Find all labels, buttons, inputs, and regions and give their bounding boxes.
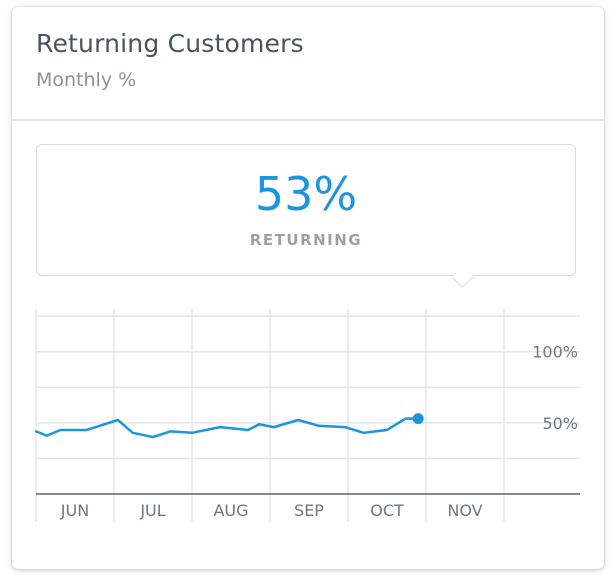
series-line xyxy=(34,417,420,439)
x-tick-label: OCT xyxy=(370,501,404,520)
card-title: Returning Customers xyxy=(36,29,304,58)
chart-grid xyxy=(35,309,580,522)
y-tick-label: 100% xyxy=(532,343,578,362)
highlight-point xyxy=(412,413,424,425)
x-tick-label: JUL xyxy=(139,501,165,520)
header-divider xyxy=(12,119,604,121)
tooltip-value: 53% xyxy=(254,167,358,221)
returning-customers-chart: JUN JUL AUG SEP OCT NOV 100% 50% xyxy=(34,309,580,522)
x-tick-label: NOV xyxy=(447,501,482,520)
x-tick-label: JUN xyxy=(60,501,89,520)
card-subtitle: Monthly % xyxy=(36,69,137,91)
x-tick-label: AUG xyxy=(213,501,248,520)
returning-customers-card: Returning Customers Monthly % 53% RETURN… xyxy=(12,7,604,569)
y-tick-label: 50% xyxy=(542,414,578,433)
value-tooltip: 53% RETURNING xyxy=(36,144,576,276)
chart-series xyxy=(34,413,424,439)
chart-labels: JUN JUL AUG SEP OCT NOV 100% 50% xyxy=(60,343,578,520)
x-tick-label: SEP xyxy=(294,501,324,520)
tooltip-label: RETURNING xyxy=(249,231,363,249)
